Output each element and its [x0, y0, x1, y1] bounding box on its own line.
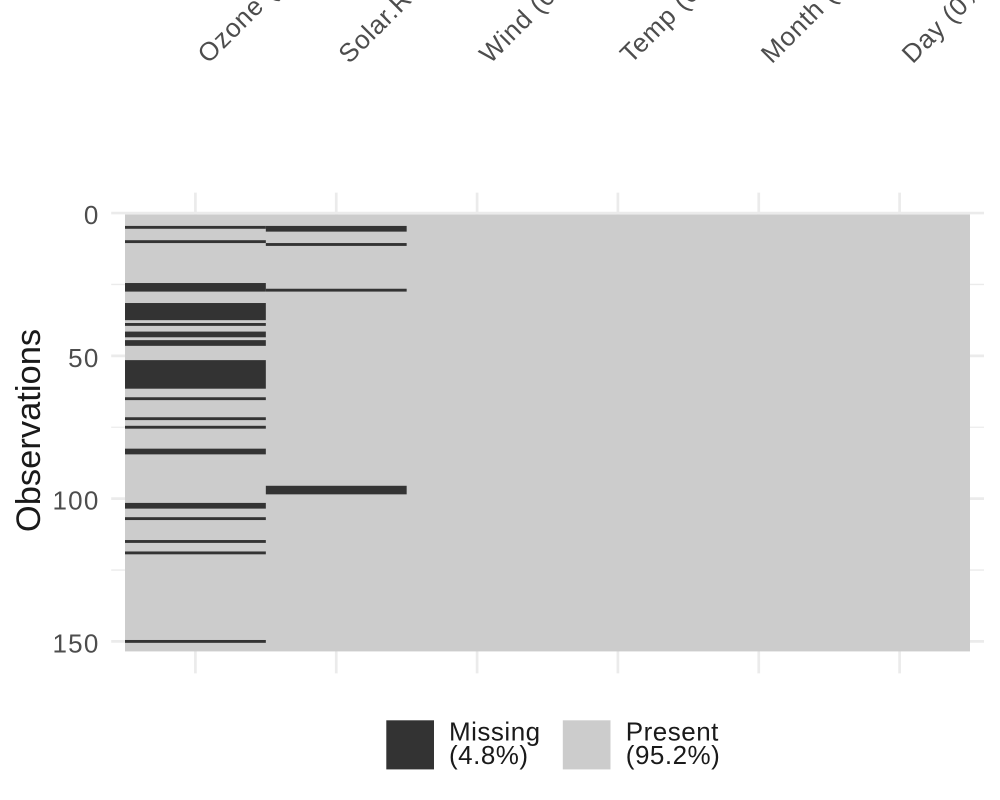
- svg-text:(4.8%): (4.8%): [449, 740, 529, 770]
- svg-text:0: 0: [84, 200, 100, 230]
- svg-text:150: 150: [53, 628, 100, 658]
- svg-text:Missing: Missing: [449, 717, 541, 747]
- svg-text:Present: Present: [626, 717, 719, 747]
- svg-text:50: 50: [68, 343, 99, 373]
- svg-text:(95.2%): (95.2%): [626, 740, 721, 770]
- svg-text:Observations: Observations: [10, 329, 48, 532]
- svg-text:100: 100: [53, 486, 100, 516]
